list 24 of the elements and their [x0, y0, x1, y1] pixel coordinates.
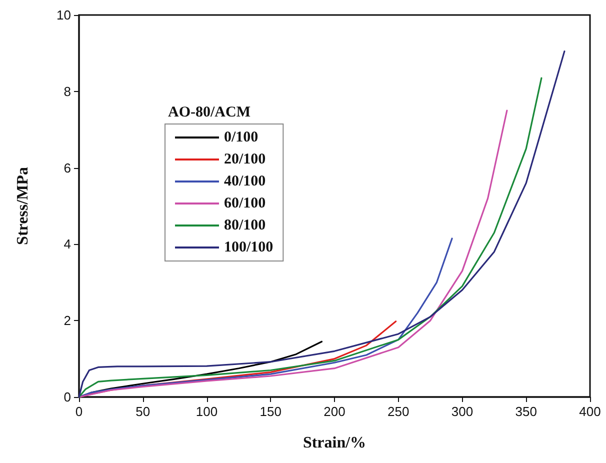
y-tick-label: 10: [56, 8, 71, 22]
x-axis-title: Strain/%: [302, 434, 366, 452]
x-tick-label: 0: [75, 404, 83, 419]
legend-label: 20/100: [224, 152, 266, 168]
x-tick-label: 150: [260, 404, 282, 419]
x-tick-label: 250: [388, 404, 410, 419]
y-tick-label: 8: [64, 84, 71, 99]
y-tick-label: 4: [64, 236, 71, 252]
legend-label: 40/100: [224, 174, 266, 190]
x-tick-label: 200: [324, 404, 346, 419]
x-tick-label: 350: [515, 404, 537, 419]
x-tick-label: 300: [451, 404, 474, 419]
y-tick-label: 2: [64, 313, 71, 328]
legend-label: 0/100: [224, 130, 258, 146]
y-axis-title: Stress/MPa: [14, 167, 32, 245]
legend-label: 80/100: [224, 218, 266, 234]
x-tick-label: 50: [136, 404, 150, 419]
legend-label: 60/100: [224, 196, 266, 212]
legend-label: 100/100: [224, 240, 274, 256]
y-tick-label: 0: [64, 390, 71, 404]
legend-title: AO-80/ACM: [168, 104, 250, 120]
y-tick-label: 6: [64, 160, 71, 176]
x-tick-label: 100: [196, 404, 218, 419]
x-tick-label: 400: [579, 404, 601, 419]
